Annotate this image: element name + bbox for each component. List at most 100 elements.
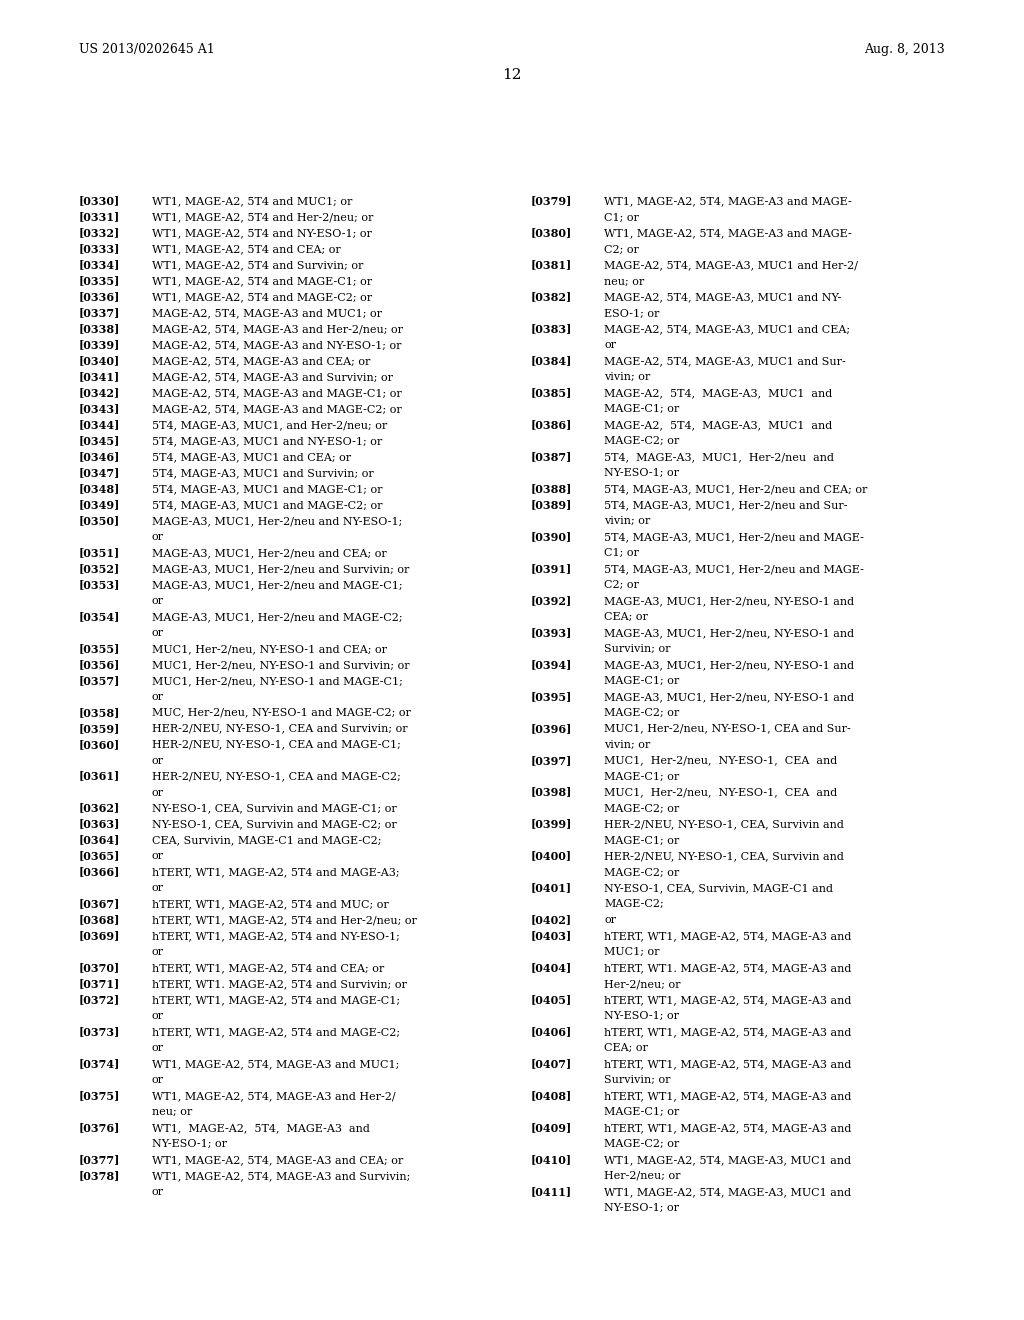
Text: [0344]: [0344] xyxy=(79,420,120,430)
Text: [0347]: [0347] xyxy=(79,467,120,478)
Text: [0399]: [0399] xyxy=(530,818,571,829)
Text: [0367]: [0367] xyxy=(79,899,120,909)
Text: Her-2/neu; or: Her-2/neu; or xyxy=(604,1171,681,1181)
Text: WT1, MAGE-A2, 5T4, MAGE-A3 and MUC1;: WT1, MAGE-A2, 5T4, MAGE-A3 and MUC1; xyxy=(152,1059,399,1069)
Text: hTERT, WT1, MAGE-A2, 5T4 and MAGE-A3;: hTERT, WT1, MAGE-A2, 5T4 and MAGE-A3; xyxy=(152,867,399,878)
Text: CEA; or: CEA; or xyxy=(604,1043,648,1053)
Text: or: or xyxy=(152,1011,164,1022)
Text: MAGE-C2; or: MAGE-C2; or xyxy=(604,867,679,878)
Text: or: or xyxy=(152,532,164,543)
Text: MAGE-A3, MUC1, Her-2/neu, NY-ESO-1 and: MAGE-A3, MUC1, Her-2/neu, NY-ESO-1 and xyxy=(604,628,854,638)
Text: [0366]: [0366] xyxy=(79,866,120,878)
Text: or: or xyxy=(152,1043,164,1053)
Text: or: or xyxy=(152,595,164,606)
Text: [0403]: [0403] xyxy=(530,931,571,941)
Text: MAGE-A2,  5T4,  MAGE-A3,  MUC1  and: MAGE-A2, 5T4, MAGE-A3, MUC1 and xyxy=(604,388,833,399)
Text: or: or xyxy=(152,1187,164,1197)
Text: hTERT, WT1, MAGE-A2, 5T4, MAGE-A3 and: hTERT, WT1, MAGE-A2, 5T4, MAGE-A3 and xyxy=(604,995,852,1006)
Text: hTERT, WT1, MAGE-A2, 5T4 and MAGE-C2;: hTERT, WT1, MAGE-A2, 5T4 and MAGE-C2; xyxy=(152,1027,399,1038)
Text: MUC1,  Her-2/neu,  NY-ESO-1,  CEA  and: MUC1, Her-2/neu, NY-ESO-1, CEA and xyxy=(604,755,838,766)
Text: [0353]: [0353] xyxy=(79,579,120,590)
Text: [0354]: [0354] xyxy=(79,611,120,622)
Text: [0336]: [0336] xyxy=(79,292,120,302)
Text: [0362]: [0362] xyxy=(79,803,120,813)
Text: MAGE-A2, 5T4, MAGE-A3, MUC1 and Sur-: MAGE-A2, 5T4, MAGE-A3, MUC1 and Sur- xyxy=(604,356,846,367)
Text: or: or xyxy=(152,883,164,894)
Text: hTERT, WT1. MAGE-A2, 5T4, MAGE-A3 and: hTERT, WT1. MAGE-A2, 5T4, MAGE-A3 and xyxy=(604,964,852,973)
Text: hTERT, WT1, MAGE-A2, 5T4 and NY-ESO-1;: hTERT, WT1, MAGE-A2, 5T4 and NY-ESO-1; xyxy=(152,932,399,941)
Text: C2; or: C2; or xyxy=(604,579,639,590)
Text: MUC1, Her-2/neu, NY-ESO-1, CEA and Sur-: MUC1, Her-2/neu, NY-ESO-1, CEA and Sur- xyxy=(604,723,851,734)
Text: WT1, MAGE-A2, 5T4, MAGE-A3 and MAGE-: WT1, MAGE-A2, 5T4, MAGE-A3 and MAGE- xyxy=(604,228,852,239)
Text: MAGE-A3, MUC1, Her-2/neu and Survivin; or: MAGE-A3, MUC1, Her-2/neu and Survivin; o… xyxy=(152,564,409,574)
Text: 12: 12 xyxy=(502,69,522,82)
Text: [0373]: [0373] xyxy=(79,1026,120,1038)
Text: WT1, MAGE-A2, 5T4, MAGE-A3, MUC1 and: WT1, MAGE-A2, 5T4, MAGE-A3, MUC1 and xyxy=(604,1187,851,1197)
Text: or: or xyxy=(604,341,616,350)
Text: [0390]: [0390] xyxy=(530,531,571,543)
Text: [0346]: [0346] xyxy=(79,451,120,462)
Text: [0384]: [0384] xyxy=(530,355,571,367)
Text: [0364]: [0364] xyxy=(79,834,120,846)
Text: MAGE-A2, 5T4, MAGE-A3 and Her-2/neu; or: MAGE-A2, 5T4, MAGE-A3 and Her-2/neu; or xyxy=(152,325,402,334)
Text: [0397]: [0397] xyxy=(530,755,571,766)
Text: [0375]: [0375] xyxy=(79,1090,120,1101)
Text: [0393]: [0393] xyxy=(530,627,571,638)
Text: [0349]: [0349] xyxy=(79,499,120,510)
Text: 5T4, MAGE-A3, MUC1 and CEA; or: 5T4, MAGE-A3, MUC1 and CEA; or xyxy=(152,453,350,462)
Text: [0339]: [0339] xyxy=(79,339,120,350)
Text: C2; or: C2; or xyxy=(604,244,639,255)
Text: [0350]: [0350] xyxy=(79,515,120,527)
Text: MAGE-C1; or: MAGE-C1; or xyxy=(604,836,679,846)
Text: MAGE-A3, MUC1, Her-2/neu and NY-ESO-1;: MAGE-A3, MUC1, Her-2/neu and NY-ESO-1; xyxy=(152,516,402,527)
Text: MAGE-A3, MUC1, Her-2/neu, NY-ESO-1 and: MAGE-A3, MUC1, Her-2/neu, NY-ESO-1 and xyxy=(604,692,854,702)
Text: [0388]: [0388] xyxy=(530,483,571,494)
Text: 5T4, MAGE-A3, MUC1 and NY-ESO-1; or: 5T4, MAGE-A3, MUC1 and NY-ESO-1; or xyxy=(152,436,382,446)
Text: MAGE-C1; or: MAGE-C1; or xyxy=(604,404,679,414)
Text: [0348]: [0348] xyxy=(79,483,120,494)
Text: WT1, MAGE-A2, 5T4, MAGE-A3, MUC1 and: WT1, MAGE-A2, 5T4, MAGE-A3, MUC1 and xyxy=(604,1155,851,1166)
Text: [0355]: [0355] xyxy=(79,643,120,653)
Text: [0337]: [0337] xyxy=(79,308,120,318)
Text: hTERT, WT1, MAGE-A2, 5T4, MAGE-A3 and: hTERT, WT1, MAGE-A2, 5T4, MAGE-A3 and xyxy=(604,1123,852,1133)
Text: hTERT, WT1. MAGE-A2, 5T4 and Survivin; or: hTERT, WT1. MAGE-A2, 5T4 and Survivin; o… xyxy=(152,979,407,989)
Text: MAGE-A2, 5T4, MAGE-A3 and Survivin; or: MAGE-A2, 5T4, MAGE-A3 and Survivin; or xyxy=(152,372,392,383)
Text: MUC1, Her-2/neu, NY-ESO-1 and CEA; or: MUC1, Her-2/neu, NY-ESO-1 and CEA; or xyxy=(152,644,386,653)
Text: neu; or: neu; or xyxy=(604,276,644,286)
Text: NY-ESO-1, CEA, Survivin, MAGE-C1 and: NY-ESO-1, CEA, Survivin, MAGE-C1 and xyxy=(604,883,834,894)
Text: vivin; or: vivin; or xyxy=(604,516,650,527)
Text: MAGE-C2; or: MAGE-C2; or xyxy=(604,1139,679,1148)
Text: MAGE-C2; or: MAGE-C2; or xyxy=(604,708,679,718)
Text: C1; or: C1; or xyxy=(604,213,639,223)
Text: MAGE-A2,  5T4,  MAGE-A3,  MUC1  and: MAGE-A2, 5T4, MAGE-A3, MUC1 and xyxy=(604,420,833,430)
Text: MAGE-A2, 5T4, MAGE-A3 and NY-ESO-1; or: MAGE-A2, 5T4, MAGE-A3 and NY-ESO-1; or xyxy=(152,341,401,350)
Text: [0400]: [0400] xyxy=(530,850,571,862)
Text: [0376]: [0376] xyxy=(79,1122,120,1133)
Text: [0380]: [0380] xyxy=(530,227,571,239)
Text: hTERT, WT1, MAGE-A2, 5T4 and MUC; or: hTERT, WT1, MAGE-A2, 5T4 and MUC; or xyxy=(152,899,388,909)
Text: [0342]: [0342] xyxy=(79,387,120,399)
Text: 5T4, MAGE-A3, MUC1, and Her-2/neu; or: 5T4, MAGE-A3, MUC1, and Her-2/neu; or xyxy=(152,420,387,430)
Text: WT1, MAGE-A2, 5T4 and CEA; or: WT1, MAGE-A2, 5T4 and CEA; or xyxy=(152,244,340,255)
Text: MAGE-A2, 5T4, MAGE-A3, MUC1 and Her-2/: MAGE-A2, 5T4, MAGE-A3, MUC1 and Her-2/ xyxy=(604,260,858,271)
Text: CEA, Survivin, MAGE-C1 and MAGE-C2;: CEA, Survivin, MAGE-C1 and MAGE-C2; xyxy=(152,836,381,846)
Text: [0377]: [0377] xyxy=(79,1154,120,1166)
Text: [0401]: [0401] xyxy=(530,882,571,894)
Text: MAGE-C1; or: MAGE-C1; or xyxy=(604,1107,679,1117)
Text: MAGE-C2; or: MAGE-C2; or xyxy=(604,436,679,446)
Text: Survivin; or: Survivin; or xyxy=(604,1074,671,1085)
Text: 5T4, MAGE-A3, MUC1, Her-2/neu and MAGE-: 5T4, MAGE-A3, MUC1, Her-2/neu and MAGE- xyxy=(604,564,864,574)
Text: [0402]: [0402] xyxy=(530,915,571,925)
Text: MAGE-A3, MUC1, Her-2/neu, NY-ESO-1 and: MAGE-A3, MUC1, Her-2/neu, NY-ESO-1 and xyxy=(604,660,854,669)
Text: [0374]: [0374] xyxy=(79,1059,120,1069)
Text: [0382]: [0382] xyxy=(530,292,571,302)
Text: [0405]: [0405] xyxy=(530,994,571,1006)
Text: WT1, MAGE-A2, 5T4, MAGE-A3 and Survivin;: WT1, MAGE-A2, 5T4, MAGE-A3 and Survivin; xyxy=(152,1171,410,1181)
Text: [0378]: [0378] xyxy=(79,1170,120,1181)
Text: WT1, MAGE-A2, 5T4 and MAGE-C1; or: WT1, MAGE-A2, 5T4 and MAGE-C1; or xyxy=(152,276,372,286)
Text: [0386]: [0386] xyxy=(530,420,571,430)
Text: MAGE-A2, 5T4, MAGE-A3 and MAGE-C2; or: MAGE-A2, 5T4, MAGE-A3 and MAGE-C2; or xyxy=(152,404,401,414)
Text: [0332]: [0332] xyxy=(79,227,120,239)
Text: [0394]: [0394] xyxy=(530,659,571,669)
Text: 5T4,  MAGE-A3,  MUC1,  Her-2/neu  and: 5T4, MAGE-A3, MUC1, Her-2/neu and xyxy=(604,453,835,462)
